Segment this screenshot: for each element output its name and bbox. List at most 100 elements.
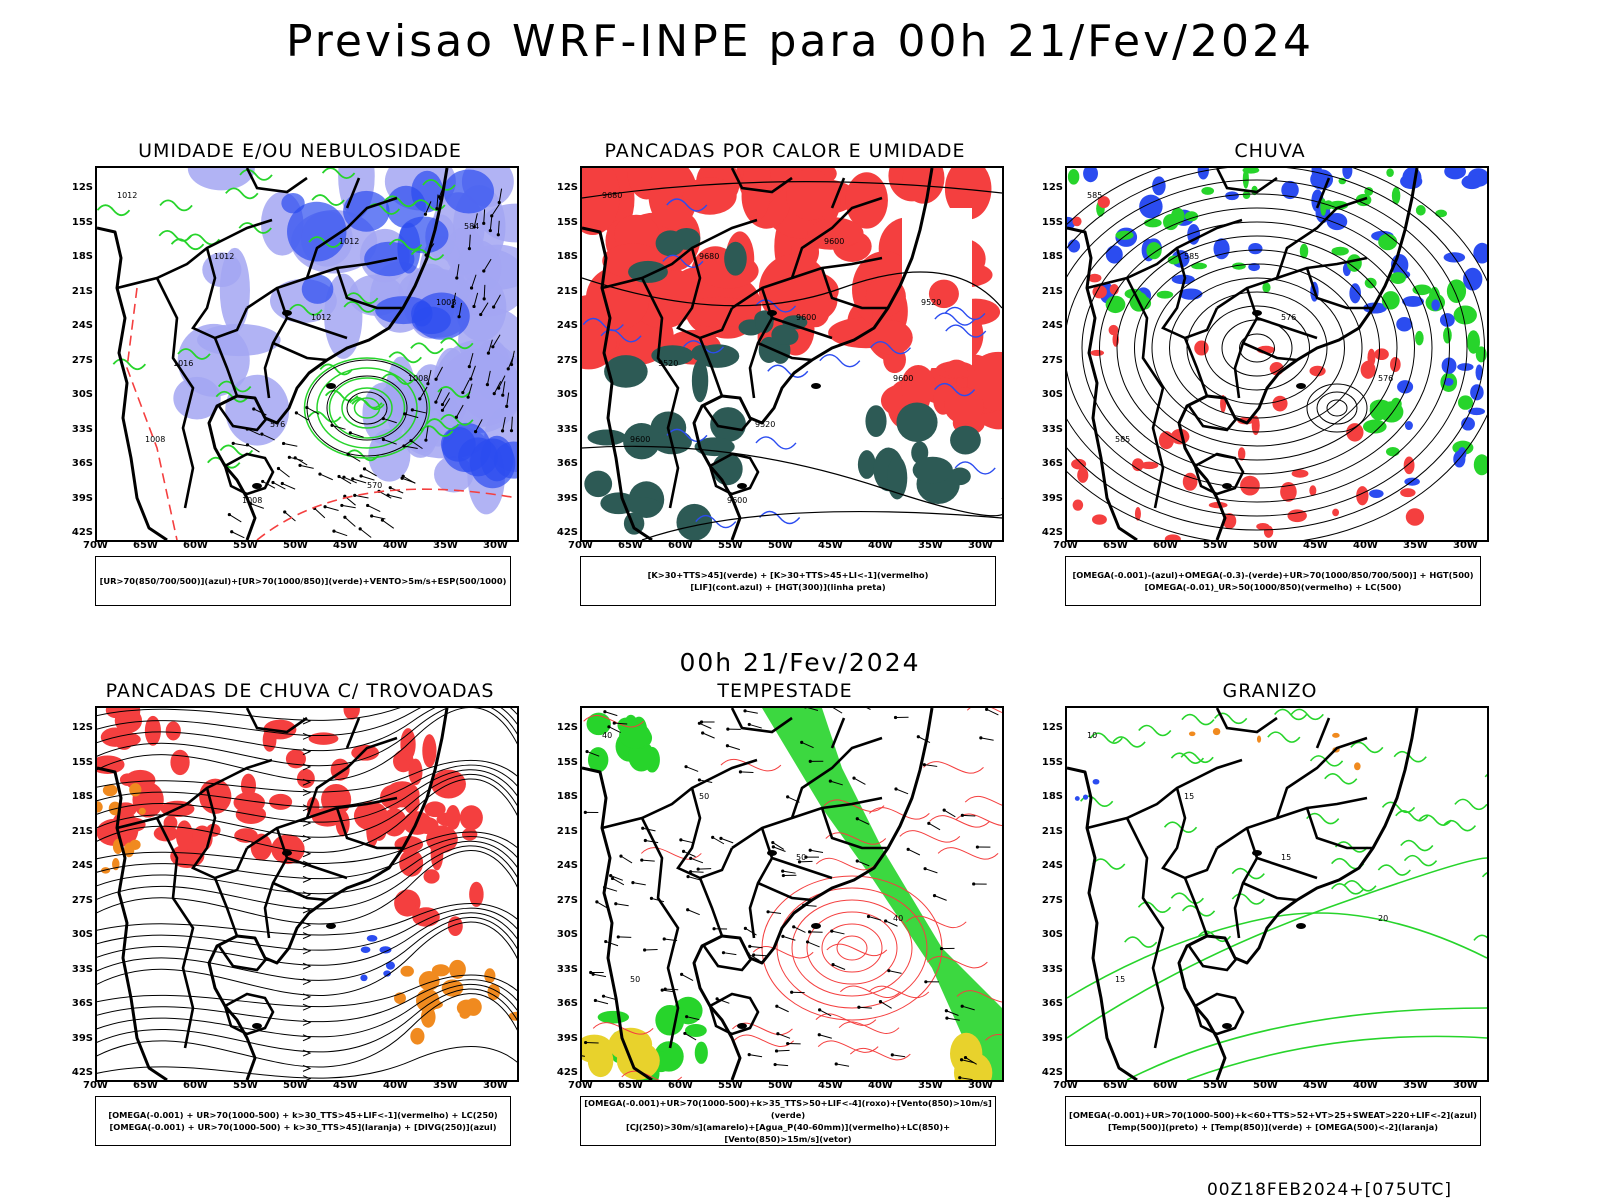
latitude-tick-label: 33S [1041, 423, 1063, 435]
contour-label: 585 [1115, 435, 1130, 444]
latitude-tick-label: 36S [71, 458, 93, 469]
latitude-tick-label: 15S [556, 756, 578, 768]
longitude-tick-label: 45W [1303, 540, 1328, 551]
longitude-tick-label: 40W [868, 1080, 893, 1091]
latitude-tick-label: 12S [71, 182, 93, 193]
longitude-tick-label: 45W [333, 540, 358, 551]
latitude-tick-label: 42S [1041, 527, 1063, 538]
legend-line: [K>30+TTS>45](verde) + [K>30+TTS>45+LI<-… [647, 570, 929, 580]
longitude-tick-label: 55W [1203, 540, 1228, 551]
latitude-tick-label: 30S [556, 929, 578, 940]
latitude-tick-label: 30S [71, 929, 93, 940]
legend-box: [K>30+TTS>45](verde) + [K>30+TTS>45+LI<-… [580, 556, 996, 606]
contour-label: 584 [464, 222, 479, 231]
contour-label: 585 [1087, 191, 1102, 200]
latitude-tick-label: 42S [1041, 1067, 1063, 1078]
legend-line: [CJ(250)>30m/s](amarelo)+[Agua_P(40-60mm… [625, 1122, 951, 1144]
map-panel: CHUVA 585 585 576 576 585 12S 15S 18S 21S 24S 27S 30… [1025, 140, 1515, 620]
forecast-map: 585 585 576 576 585 [1065, 166, 1489, 542]
panel-title: UMIDADE E/OU NEBULOSIDADE [138, 140, 462, 162]
latitude-tick-label: 36S [556, 458, 578, 469]
latitude-tick-label: 15S [1041, 216, 1063, 228]
latitude-tick-label: 39S [1041, 492, 1063, 504]
latitude-tick-label: 24S [556, 320, 578, 331]
contour-label: 9520 [658, 359, 678, 368]
longitude-tick-label: 65W [1103, 540, 1128, 551]
latitude-tick-label: 21S [71, 825, 93, 837]
latitude-tick-label: 12S [1041, 722, 1063, 733]
contour-label: 50 [796, 853, 806, 862]
longitude-tick-label: 35W [918, 1080, 943, 1091]
map-panel: TEMPESTADE 40 50 50 40 50 12S 15S 18S 21S 24S 27S 30… [540, 680, 1030, 1160]
run-timestamp: 00Z18FEB2024+[075UTC] [1206, 1180, 1452, 1200]
longitude-tick-label: 45W [818, 540, 843, 551]
contour-label: 1012 [311, 313, 331, 322]
latitude-tick-label: 39S [556, 1032, 578, 1044]
longitude-tick-label: 35W [433, 540, 458, 551]
contour-label: 576 [1378, 374, 1393, 383]
latitude-tick-label: 33S [556, 423, 578, 435]
panel-title: CHUVA [1234, 140, 1306, 162]
contour-label: 1008 [242, 496, 262, 505]
contour-label: 585 [1184, 252, 1199, 261]
forecast-map [95, 706, 519, 1082]
contour-label: 9600 [893, 374, 913, 383]
latitude-tick-label: 27S [71, 354, 93, 366]
longitude-tick-label: 70W [1053, 540, 1078, 551]
latitude-tick-label: 21S [1041, 825, 1063, 837]
longitude-tick-label: 30W [483, 540, 508, 551]
valid-date-label: 00h 21/Fev/2024 [679, 648, 921, 677]
latitude-tick-label: 39S [556, 492, 578, 504]
longitude-tick-label: 55W [233, 540, 258, 551]
latitude-tick-label: 24S [71, 860, 93, 871]
map-panel: PANCADAS DE CHUVA C/ TROVOADAS 12S 15S 18S 2… [55, 680, 545, 1160]
contour-label: 50 [699, 792, 709, 801]
longitude-tick-label: 60W [1153, 540, 1178, 551]
longitude-tick-label: 65W [133, 540, 158, 551]
page-title: Previsao WRF-INPE para 00h 21/Fev/2024 [286, 16, 1314, 67]
legend-box: [OMEGA(-0.001) + UR>70(1000-500) + k>30_… [95, 1096, 511, 1146]
longitude-tick-label: 45W [333, 1080, 358, 1091]
latitude-tick-label: 27S [71, 894, 93, 906]
contour-label: 1012 [214, 252, 234, 261]
contour-label: 20 [1378, 914, 1388, 923]
longitude-tick-label: 65W [618, 1080, 643, 1091]
latitude-tick-label: 18S [71, 251, 93, 262]
forecast-map: 1012 1012 1012 1008 1008 1008 1012 1008 1016 576 5… [95, 166, 519, 542]
latitude-tick-label: 27S [556, 354, 578, 366]
latitude-tick-label: 30S [556, 389, 578, 400]
legend-box: [OMEGA(-0.001)-(azul)+OMEGA(-0.3)-(verde… [1065, 556, 1481, 606]
longitude-tick-label: 45W [818, 1080, 843, 1091]
longitude-tick-label: 30W [483, 1080, 508, 1091]
latitude-tick-label: 36S [556, 998, 578, 1009]
longitude-tick-label: 30W [1453, 1080, 1478, 1091]
longitude-tick-label: 50W [1253, 540, 1278, 551]
longitude-tick-label: 60W [183, 1080, 208, 1091]
longitude-tick-label: 50W [768, 540, 793, 551]
longitude-tick-label: 30W [968, 540, 993, 551]
panel-title: GRANIZO [1222, 680, 1318, 702]
latitude-tick-label: 36S [1041, 458, 1063, 469]
contour-label: 576 [270, 420, 285, 429]
latitude-tick-label: 33S [71, 423, 93, 435]
latitude-tick-label: 18S [556, 251, 578, 262]
latitude-tick-label: 24S [556, 860, 578, 871]
longitude-tick-label: 30W [1453, 540, 1478, 551]
latitude-tick-label: 36S [1041, 998, 1063, 1009]
latitude-tick-label: 27S [1041, 354, 1063, 366]
contour-label: 1008 [145, 435, 165, 444]
latitude-tick-label: 42S [71, 1067, 93, 1078]
longitude-tick-label: 35W [433, 1080, 458, 1091]
panel-title: PANCADAS POR CALOR E UMIDADE [604, 140, 966, 162]
latitude-tick-label: 18S [71, 791, 93, 802]
latitude-tick-label: 21S [71, 285, 93, 297]
contour-label: 1008 [436, 298, 456, 307]
latitude-tick-label: 42S [71, 527, 93, 538]
longitude-tick-label: 50W [283, 1080, 308, 1091]
latitude-tick-label: 30S [71, 389, 93, 400]
contour-label: 9520 [755, 420, 775, 429]
contour-label: 1016 [173, 359, 193, 368]
longitude-tick-label: 60W [668, 540, 693, 551]
latitude-tick-label: 21S [556, 285, 578, 297]
latitude-tick-label: 39S [1041, 1032, 1063, 1044]
